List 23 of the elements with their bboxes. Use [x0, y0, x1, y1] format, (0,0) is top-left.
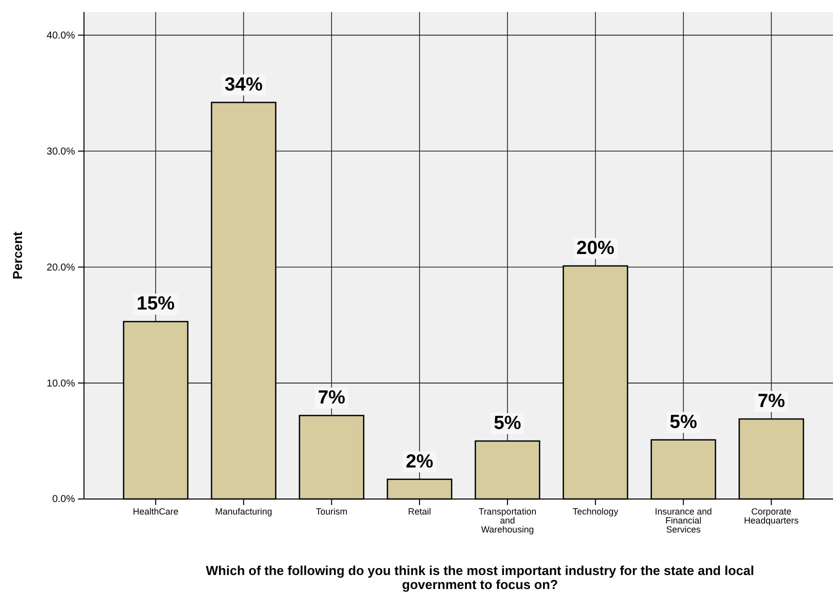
y-tick-label: 10.0%: [46, 378, 76, 390]
x-tick-label: Corporate Headquarters: [744, 506, 800, 526]
x-tick-label: Technology: [572, 506, 619, 516]
x-tick-label: HealthCare: [132, 506, 178, 516]
data-label: 7%: [758, 390, 786, 412]
x-axis-title: Which of the following do you think is the most important industry for the state and local government to focus on?: [206, 563, 754, 592]
data-label: 7%: [318, 388, 346, 409]
data-label: 34%: [224, 74, 263, 96]
y-tick-label: 0.0%: [52, 494, 76, 506]
data-label: 5%: [494, 413, 522, 434]
x-tick-label: Tourism: [316, 506, 348, 516]
y-tick-label: 40.0%: [46, 30, 76, 42]
x-tick-label: Manufacturing: [215, 506, 272, 516]
data-label: 20%: [576, 238, 615, 259]
x-tick-label: Retail: [408, 506, 432, 516]
data-label: 15%: [136, 294, 175, 315]
y-tick-label: 20.0%: [46, 262, 76, 274]
data-label: 5%: [670, 412, 698, 433]
y-axis-title: Percent: [10, 230, 25, 280]
x-tick-label: Insurance and Financial Services: [654, 506, 712, 534]
data-label: 2%: [406, 451, 434, 472]
x-tick-label: Transportation and Warehousing: [478, 506, 536, 534]
y-tick-label: 30.0%: [46, 146, 76, 158]
